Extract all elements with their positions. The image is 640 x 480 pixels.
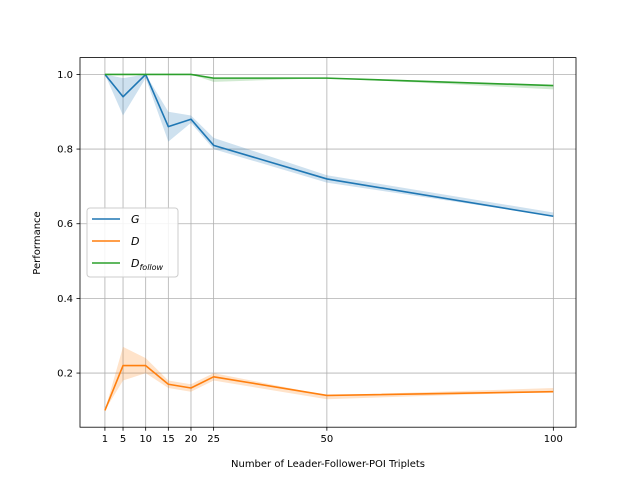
x-tick-label: 20 xyxy=(185,434,198,445)
x-axis-ticks: 1 5 10 15 20 25 50 100 xyxy=(102,427,563,445)
series-line-d xyxy=(104,364,554,411)
x-tick-label: 100 xyxy=(544,434,563,445)
series-lines xyxy=(104,73,554,411)
x-tick-label: 50 xyxy=(321,434,334,445)
legend-frame xyxy=(86,207,179,278)
legend: GD Dfollow xyxy=(86,207,179,278)
legend-label: G xyxy=(131,213,140,226)
x-tick-label: 5 xyxy=(120,434,126,445)
y-tick-label: 0.8 xyxy=(57,145,73,156)
series-line-g xyxy=(104,73,554,218)
legend-label: Dfollow xyxy=(131,257,164,272)
y-tick-label: 1.0 xyxy=(57,70,73,81)
legend-label: D xyxy=(131,235,139,248)
y-tick-label: 0.2 xyxy=(57,369,73,380)
y-tick-label: 0.4 xyxy=(57,294,73,305)
series-band-d xyxy=(104,346,554,411)
plot-frame xyxy=(79,57,577,428)
x-tick-label: 25 xyxy=(207,434,220,445)
y-tick-label: 0.6 xyxy=(57,219,73,230)
y-axis-ticks: 0.2 0.4 0.6 0.8 1.0 xyxy=(57,70,80,380)
series-band-g xyxy=(104,74,554,217)
y-axis-label: Performance xyxy=(32,211,43,274)
series-line-d-follow xyxy=(104,73,554,87)
x-tick-label: 10 xyxy=(139,434,152,445)
x-tick-label: 1 xyxy=(102,434,108,445)
x-tick-label: 15 xyxy=(162,434,175,445)
x-axis-label: Number of Leader-Follower-POI Triplets xyxy=(231,459,425,470)
